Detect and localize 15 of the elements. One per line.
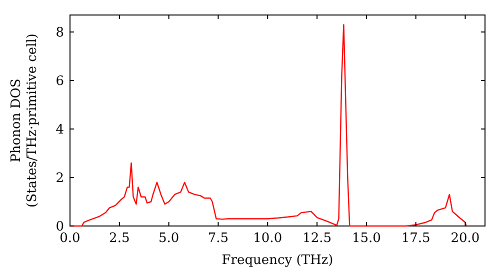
- x-tick-label: 20.0: [450, 231, 480, 246]
- x-tick-label: 7.5: [208, 231, 229, 246]
- x-axis-title: Frequency (THz): [222, 253, 334, 268]
- y-axis-title: Phonon DOS (States/THz·primitive cell): [9, 33, 40, 208]
- x-tick-label: 10.0: [253, 231, 282, 246]
- y-tick-label: 6: [56, 74, 64, 90]
- y-tick-label: 4: [56, 122, 64, 138]
- x-tick-label: 12.5: [302, 231, 332, 246]
- x-tick-label: 15.0: [352, 231, 381, 246]
- x-tick-label: 0.0: [60, 231, 80, 246]
- y-tick-label: 2: [56, 171, 64, 186]
- x-tick-label: 2.5: [109, 231, 130, 246]
- x-tick-label: 17.5: [401, 231, 430, 246]
- y-tick-label: 8: [56, 26, 64, 41]
- x-tick-label: 5.0: [158, 231, 180, 246]
